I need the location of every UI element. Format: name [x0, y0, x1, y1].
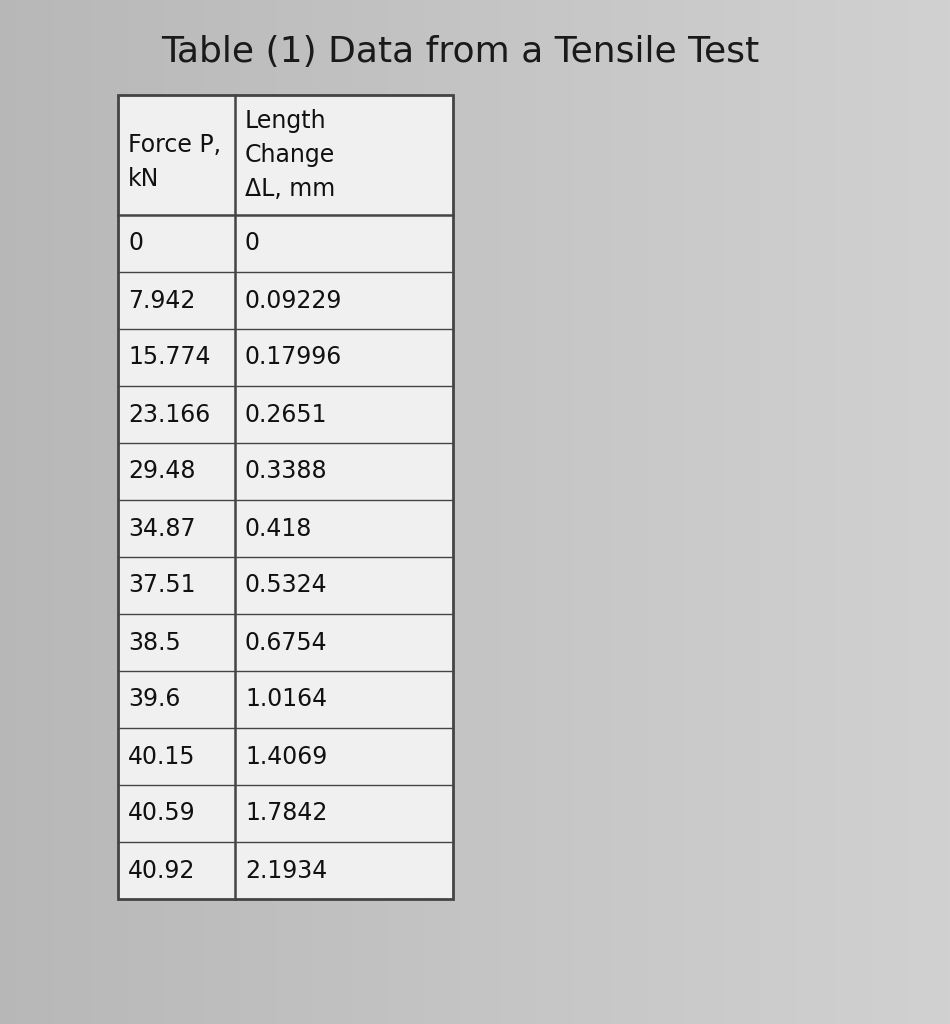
- Text: 38.5: 38.5: [128, 631, 180, 654]
- Bar: [118, 386, 453, 443]
- Text: 23.166: 23.166: [128, 402, 210, 427]
- Text: 34.87: 34.87: [128, 516, 196, 541]
- Bar: [118, 329, 453, 386]
- Bar: [118, 728, 453, 785]
- Text: 0.09229: 0.09229: [245, 289, 342, 312]
- Text: 0.6754: 0.6754: [245, 631, 328, 654]
- Text: kN: kN: [128, 167, 160, 191]
- Text: 1.4069: 1.4069: [245, 744, 327, 768]
- Text: ΔL, mm: ΔL, mm: [245, 176, 335, 201]
- Text: 7.942: 7.942: [128, 289, 196, 312]
- Text: 0: 0: [245, 231, 260, 256]
- Text: 0.5324: 0.5324: [245, 573, 328, 597]
- Bar: [118, 842, 453, 899]
- Text: 0.418: 0.418: [245, 516, 313, 541]
- Bar: [118, 614, 453, 671]
- Text: 29.48: 29.48: [128, 460, 196, 483]
- Text: 37.51: 37.51: [128, 573, 196, 597]
- Bar: [118, 557, 453, 614]
- Text: 0.2651: 0.2651: [245, 402, 328, 427]
- Text: 40.15: 40.15: [128, 744, 196, 768]
- Text: 40.59: 40.59: [128, 802, 196, 825]
- Text: 15.774: 15.774: [128, 345, 211, 370]
- Text: Change: Change: [245, 143, 335, 167]
- Text: 0.3388: 0.3388: [245, 460, 328, 483]
- Bar: [118, 272, 453, 329]
- Bar: [118, 671, 453, 728]
- Text: 39.6: 39.6: [128, 687, 180, 712]
- Bar: [118, 443, 453, 500]
- Text: 2.1934: 2.1934: [245, 858, 327, 883]
- Bar: [118, 95, 453, 215]
- Text: 0.17996: 0.17996: [245, 345, 342, 370]
- Text: 40.92: 40.92: [128, 858, 196, 883]
- Text: 1.7842: 1.7842: [245, 802, 328, 825]
- Bar: [118, 215, 453, 272]
- Bar: [118, 95, 453, 899]
- Bar: [118, 785, 453, 842]
- Text: Force P,: Force P,: [128, 133, 221, 158]
- Text: Length: Length: [245, 110, 327, 133]
- Bar: [118, 500, 453, 557]
- Text: 1.0164: 1.0164: [245, 687, 327, 712]
- Text: Table (1) Data from a Tensile Test: Table (1) Data from a Tensile Test: [161, 35, 759, 69]
- Text: 0: 0: [128, 231, 143, 256]
